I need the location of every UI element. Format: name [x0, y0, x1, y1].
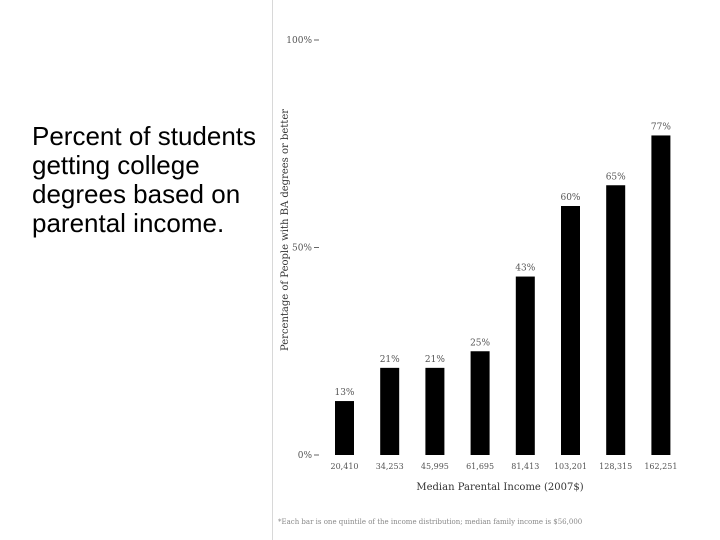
y-tick-label: 100% [286, 36, 312, 46]
category-label: 81,413 [511, 462, 539, 471]
slide-text: Percent of students getting college degr… [32, 121, 257, 238]
data-label: 65% [606, 172, 626, 182]
bar [335, 401, 354, 455]
bars: 13% 20,410 21% 34,253 21% 45,995 25% 61,695 43% 8… [331, 122, 678, 471]
data-label: 13% [334, 388, 354, 398]
category-label: 162,251 [644, 462, 677, 471]
data-label: 21% [425, 355, 445, 365]
data-label: 77% [651, 122, 671, 132]
data-label: 25% [470, 338, 490, 348]
y-tick-label: 0% [298, 451, 313, 461]
category-label: 20,410 [331, 462, 359, 471]
y-axis: 0% 50% 100% [286, 36, 319, 461]
x-axis-title: Median Parental Income (2007$) [416, 482, 583, 493]
bar [425, 367, 445, 455]
data-label: 21% [380, 355, 400, 365]
bar [470, 351, 490, 455]
category-label: 128,315 [599, 462, 632, 471]
bar [380, 367, 400, 455]
category-label: 61,695 [466, 462, 494, 471]
bar [651, 135, 671, 455]
category-label: 34,253 [376, 462, 404, 471]
bar-chart: 0% 50% 100% 13% 20,410 21% 34,253 21% 45,995 25%… [278, 36, 678, 526]
category-label: 45,995 [421, 462, 449, 471]
bar [561, 206, 580, 455]
chart-footnote: *Each bar is one quintile of the income … [278, 518, 582, 526]
data-label: 43% [515, 264, 535, 274]
bar [515, 276, 535, 455]
data-label: 60% [560, 193, 580, 203]
y-tick-label: 50% [292, 244, 312, 254]
y-axis-title: Percentage of People with BA degrees or … [280, 109, 291, 351]
category-label: 103,201 [554, 462, 587, 471]
bar [606, 185, 626, 455]
